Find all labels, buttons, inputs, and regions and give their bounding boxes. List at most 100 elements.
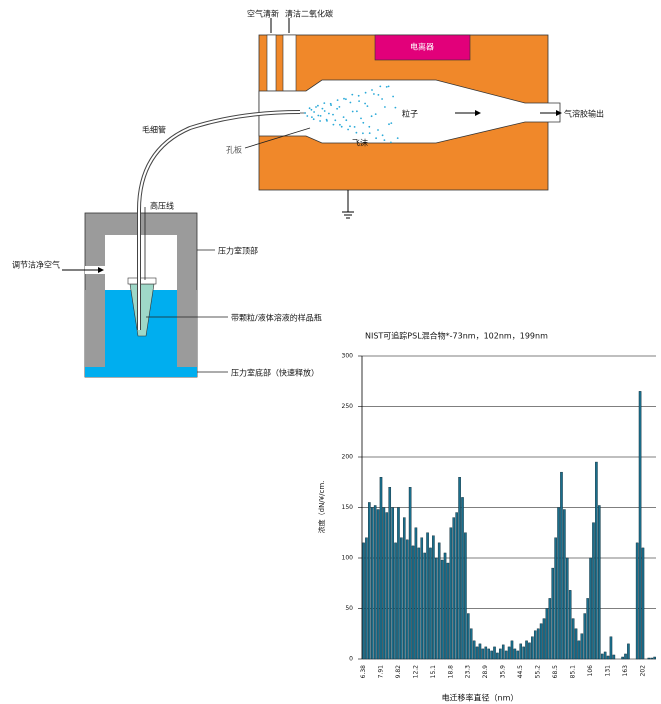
bar (648, 658, 650, 659)
label: 电离器 (410, 42, 434, 52)
spray-dot (362, 132, 364, 134)
bar (450, 528, 452, 659)
spray-dot (332, 114, 334, 116)
spray-dot (336, 108, 338, 110)
spray-dot (371, 89, 373, 91)
x-tick-label: 44.5 (517, 665, 524, 679)
x-tick-label: 23.3 (465, 665, 472, 679)
co2-inlet (283, 35, 296, 91)
bar (444, 553, 446, 659)
spray-dot (358, 100, 360, 102)
bar (604, 652, 606, 659)
bar (386, 513, 388, 659)
bar (435, 558, 437, 659)
bar (380, 477, 382, 659)
label: 孔板 (226, 145, 242, 155)
bar (537, 629, 539, 659)
x-tick-label: 7.91 (377, 665, 384, 679)
bar (470, 629, 472, 659)
bar (517, 651, 519, 659)
spray-dot (364, 103, 366, 105)
bar (514, 649, 516, 659)
bar (563, 510, 565, 659)
spray-dot (395, 107, 397, 109)
bar (560, 472, 562, 659)
spray-dot (392, 96, 394, 98)
y-tick-label: 0 (349, 656, 353, 663)
bar (587, 598, 589, 659)
bar (552, 568, 554, 659)
bar (432, 536, 434, 659)
label: 气溶胶输出 (564, 109, 604, 119)
spray-dot (356, 110, 358, 112)
spray-dot (313, 118, 315, 120)
bar (566, 558, 568, 659)
bar (508, 647, 510, 659)
bar (531, 637, 533, 659)
spray-dot (382, 134, 384, 136)
bar (496, 653, 498, 659)
bar (601, 654, 603, 659)
bar (485, 647, 487, 659)
x-tick-label: 106 (587, 665, 594, 677)
label: 粒子 (402, 109, 418, 119)
spray-dot (337, 99, 339, 101)
bar (520, 644, 522, 659)
spray-dot (365, 92, 367, 94)
bar (584, 614, 586, 659)
spray-dot (371, 115, 373, 117)
bar (473, 641, 475, 659)
bar (389, 487, 391, 659)
spray-dot (351, 94, 353, 96)
spray-dot (343, 98, 345, 100)
x-tick-label: 131 (605, 665, 612, 677)
spray-dot (381, 98, 383, 100)
x-tick-label: 12.2 (412, 665, 419, 679)
bar (549, 598, 551, 659)
bar (458, 477, 460, 659)
bar (595, 462, 597, 659)
spray-dot (375, 113, 377, 115)
label: 飞沫 (352, 138, 368, 148)
x-tick-label: 202 (639, 665, 646, 677)
spray-dot (339, 106, 341, 108)
label: 带颗粒/液体溶液的样品瓶 (231, 313, 322, 323)
wall (85, 290, 105, 367)
bar (479, 644, 481, 659)
label: 调节洁净空气 (12, 260, 60, 270)
y-tick-label: 300 (342, 353, 354, 360)
spray-dot (356, 132, 358, 134)
spray-dot (369, 132, 371, 134)
spray-dot (341, 126, 343, 128)
bar (555, 538, 557, 659)
spray-dot (328, 113, 330, 115)
aerosol-generator: 空气清新 清洁二氧化碳 电离器 粒子 气溶胶输出 飞沫 孔板 毛细管 高压线 调… (12, 9, 604, 378)
bar (482, 649, 484, 659)
bar (499, 649, 501, 659)
bar (523, 647, 525, 659)
bar (377, 510, 379, 659)
spray-dot (384, 139, 386, 141)
spray-dot (390, 142, 392, 144)
bar (383, 508, 385, 660)
bar (403, 518, 405, 659)
bar (491, 651, 493, 659)
bar (412, 546, 414, 659)
bar (453, 518, 455, 659)
bar (528, 643, 530, 659)
bar (651, 658, 653, 659)
bar (642, 548, 644, 659)
bar (464, 533, 466, 659)
label: 空气清新 (247, 9, 279, 19)
spray-dot (330, 103, 332, 105)
label: 压力室底部（快速释放） (231, 368, 319, 378)
vial-cap (128, 278, 156, 284)
spray-dot (373, 93, 375, 95)
bar (476, 647, 478, 659)
bar (426, 533, 428, 659)
bar (415, 528, 417, 659)
spray-dot (343, 116, 345, 118)
bar (622, 657, 624, 659)
spray-dot (322, 108, 324, 110)
spray-dot (334, 119, 336, 121)
